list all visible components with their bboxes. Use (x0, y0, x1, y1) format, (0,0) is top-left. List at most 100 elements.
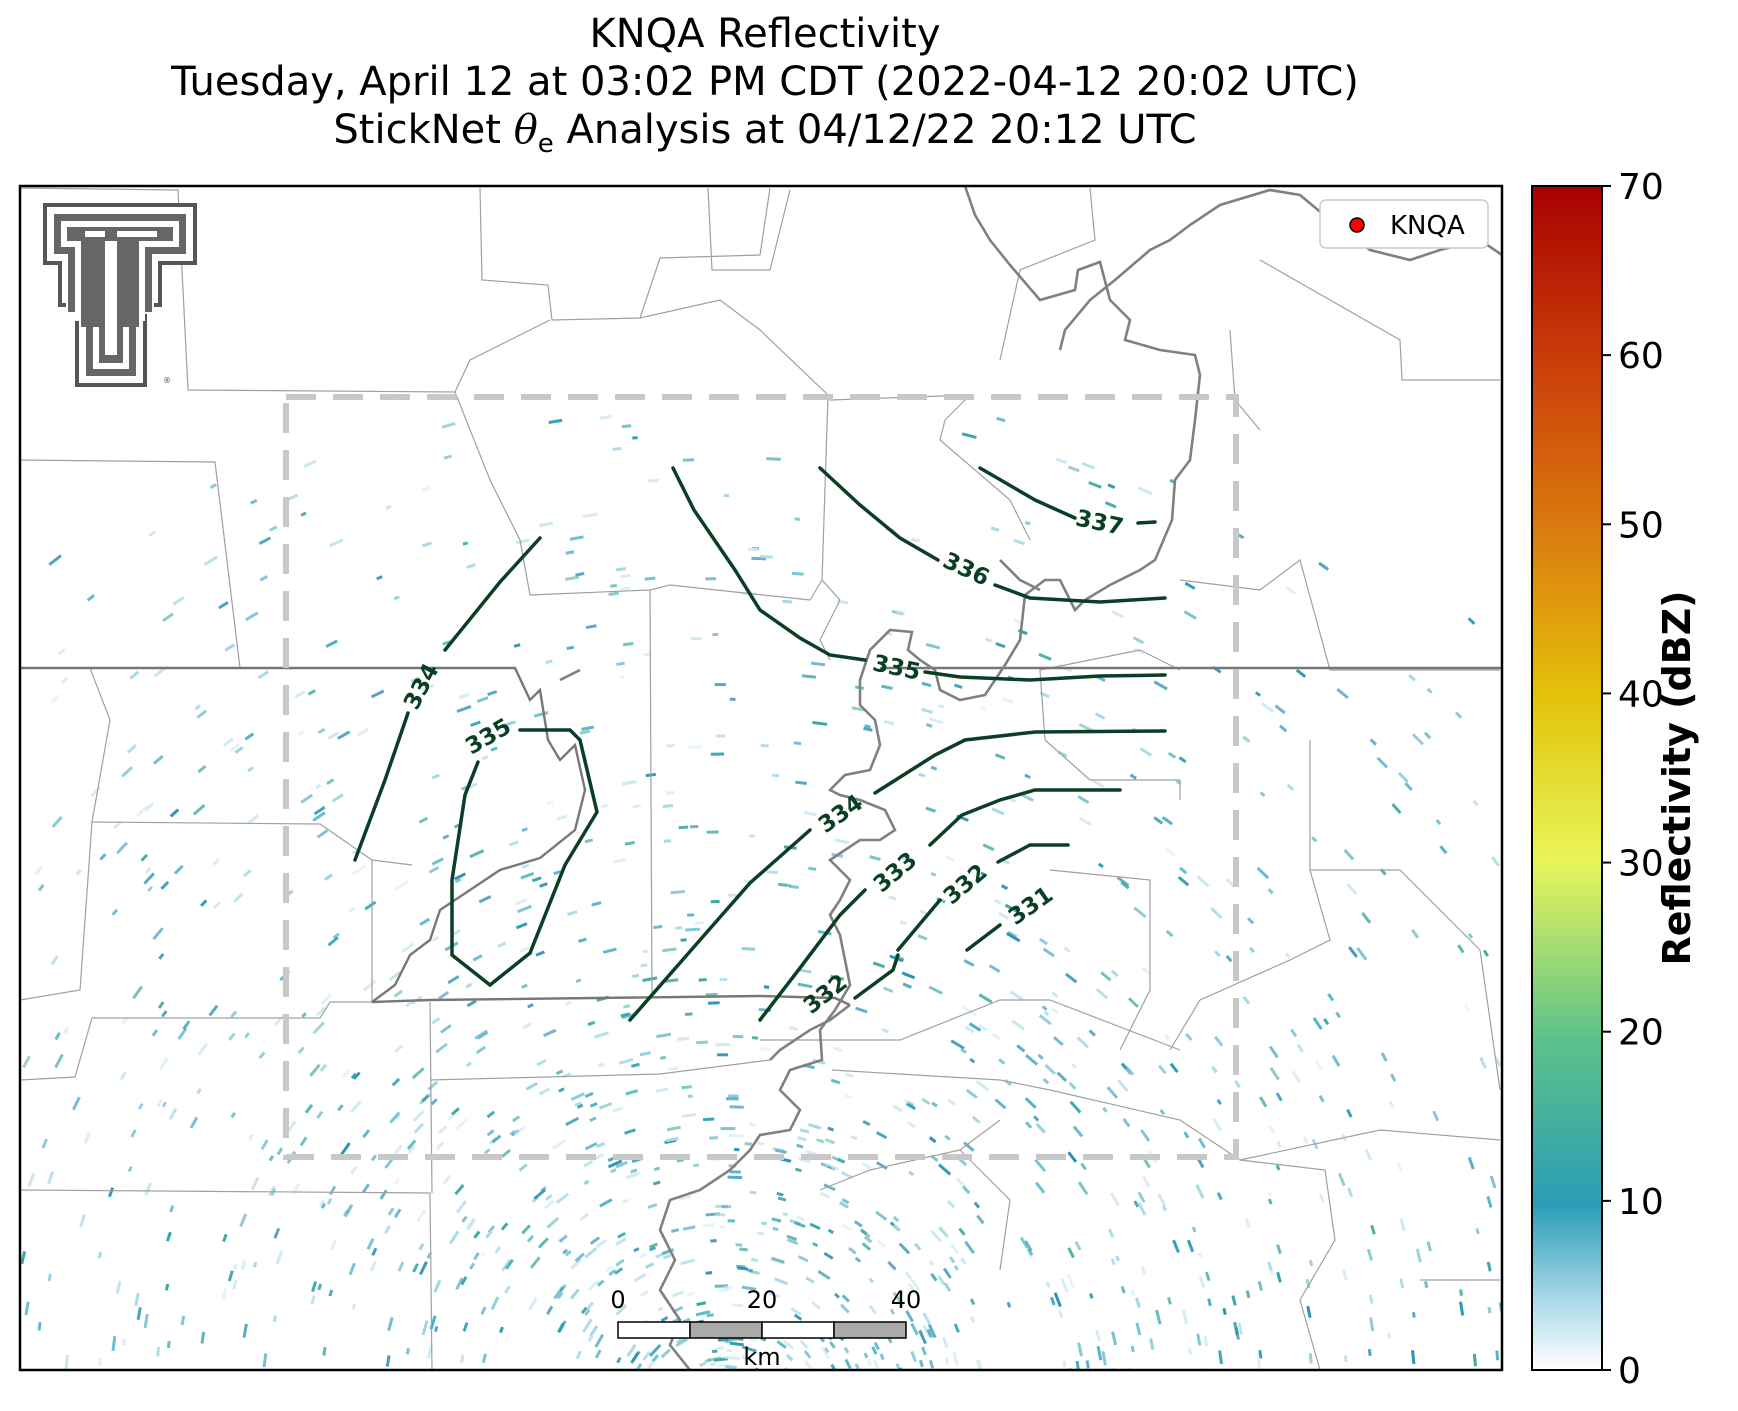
radar-echo-pixel (953, 1323, 960, 1333)
radar-echo-pixel (486, 1110, 496, 1119)
radar-echo-pixel (1408, 673, 1416, 682)
radar-echo-pixel (1411, 1350, 1416, 1365)
radar-echo-pixel (804, 1360, 815, 1370)
county-border (20, 1189, 433, 1370)
radar-echo-pixel (1295, 668, 1307, 678)
radar-echo-pixel (963, 959, 975, 967)
radar-echo-pixel (54, 1053, 64, 1069)
radar-echo-pixel (597, 1062, 605, 1068)
title-line-3-prefix: StickNet (333, 107, 514, 153)
radar-echo-pixel (115, 841, 129, 855)
radar-echo-pixel (817, 1270, 831, 1280)
county-border (1169, 869, 1331, 1051)
radar-echo-pixel (906, 1121, 917, 1129)
radar-echo-pixel (862, 1120, 871, 1127)
radar-echo-pixel (400, 942, 415, 954)
radar-echo-pixel (1137, 1202, 1147, 1216)
radar-echo-pixel (825, 1162, 840, 1171)
river-segment (559, 668, 581, 682)
radar-echo-pixel (901, 971, 916, 980)
radar-echo-pixel (855, 1006, 868, 1014)
radar-echo-pixel (639, 1051, 652, 1057)
radar-echo-pixel (1210, 907, 1223, 919)
radar-echo-pixel (352, 1071, 361, 1080)
radar-echo-pixel (297, 1046, 305, 1055)
radar-echo-pixel (761, 1221, 768, 1226)
county-border (429, 1001, 433, 1194)
radar-echo-pixel (621, 1012, 636, 1020)
radar-echo-pixel (1367, 1248, 1373, 1261)
radar-echo-pixel (992, 1033, 1001, 1040)
radar-echo-pixel (797, 1136, 807, 1142)
radar-echo-pixel (714, 683, 726, 687)
radar-echo-pixel (744, 1142, 753, 1146)
figure-title: KNQA Reflectivity Tuesday, April 12 at 0… (20, 10, 1510, 168)
radar-echo-pixel (340, 1142, 351, 1156)
radar-echo-pixel (795, 780, 808, 785)
contour-337-line (978, 466, 1077, 520)
radar-echo-pixel (525, 1081, 538, 1091)
radar-echo-pixel (639, 1290, 649, 1298)
radar-echo-pixel (269, 525, 278, 532)
radar-echo-pixel (1285, 586, 1296, 595)
radar-echo-pixel (727, 1219, 735, 1223)
radar-echo-pixel (546, 1216, 560, 1229)
county-border (1479, 949, 1501, 1091)
radar-echo-pixel (447, 1114, 454, 1122)
county-border (939, 394, 1031, 541)
radar-echo-pixel (663, 839, 672, 843)
radar-echo-pixel (908, 1170, 915, 1177)
radar-echo-pixel (903, 1098, 910, 1104)
radar-echo-pixel (711, 1349, 718, 1354)
radar-echo-pixel (1216, 1192, 1223, 1201)
radar-echo-pixel (599, 1198, 613, 1208)
radar-echo-pixel (1495, 1350, 1500, 1361)
radar-echo-pixel (242, 869, 252, 878)
radar-echo-pixel (151, 1029, 159, 1037)
radar-echo-pixel (1052, 1036, 1064, 1047)
radar-echo-pixel (537, 1237, 549, 1249)
radar-echo-pixel (844, 1093, 852, 1100)
radar-echo-pixel (319, 1063, 328, 1072)
radar-echo-pixel (349, 1100, 362, 1114)
radar-echo-pixel (1276, 1140, 1282, 1149)
radar-echo-pixel (719, 978, 728, 981)
radar-echo-pixel (1242, 996, 1251, 1005)
radar-echo-pixel (1367, 1349, 1372, 1356)
radar-echo-pixel (1475, 1228, 1480, 1235)
radar-echo-pixel (607, 1159, 623, 1169)
radar-echo-pixel (585, 624, 597, 630)
radar-echo-pixel (556, 1192, 570, 1204)
radar-echo-pixel (411, 1067, 425, 1080)
radar-echo-pixel (930, 1229, 943, 1243)
radar-echo-pixel (589, 1236, 601, 1245)
radar-echo-pixel (1361, 912, 1372, 924)
radar-echo-pixel (921, 1346, 927, 1356)
radar-echo-pixel (842, 1223, 852, 1232)
radar-echo-pixel (431, 857, 444, 866)
radar-echo-pixel (1286, 783, 1295, 791)
radar-echo-pixel (1370, 1224, 1376, 1235)
radar-echo-pixel (419, 917, 431, 926)
radar-echo-pixel (1331, 1054, 1341, 1067)
radar-echo-pixel (1305, 1278, 1311, 1289)
radar-echo-pixel (1101, 1350, 1107, 1366)
radar-echo-pixel (1203, 1335, 1209, 1347)
radar-echo-pixel (969, 1298, 976, 1306)
radar-echo-pixel (144, 802, 155, 812)
radar-echo-pixel (777, 1196, 787, 1202)
radar-echo-pixel (767, 1291, 780, 1299)
radar-echo-pixel (521, 827, 528, 833)
radar-echo-pixel (1306, 1305, 1312, 1319)
radar-echo-pixel (370, 1154, 378, 1162)
radar-echo-pixel (705, 1271, 713, 1275)
radar-echo-pixel (976, 1214, 985, 1225)
radar-echo-pixel (156, 1346, 161, 1357)
radar-echo-pixel (1424, 1281, 1429, 1288)
radar-echo-pixel (22, 1055, 31, 1069)
radar-echo-pixel (841, 1198, 850, 1205)
radar-echo-pixel (307, 689, 316, 696)
radar-echo-pixel (687, 745, 703, 749)
radar-echo-pixel (1024, 1240, 1033, 1252)
radar-echo-pixel (1066, 1273, 1075, 1289)
